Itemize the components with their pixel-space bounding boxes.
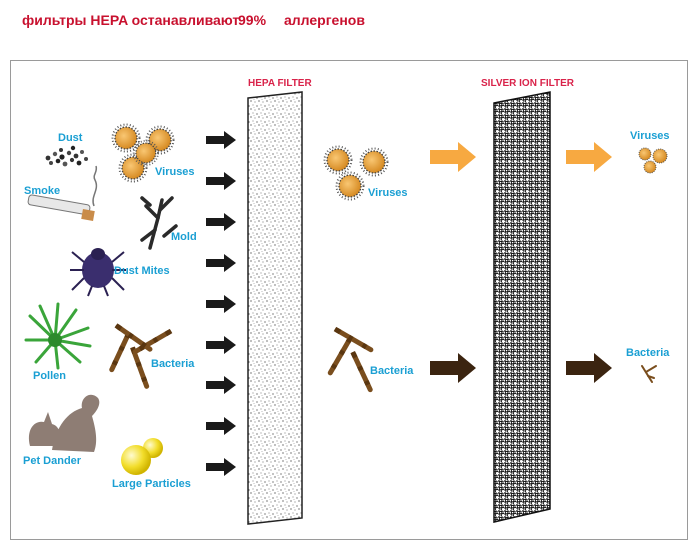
input-arrow [206, 254, 236, 272]
pollen-label: Pollen [33, 370, 67, 382]
orange-arrow-output [566, 142, 612, 172]
diagram-frame [10, 60, 688, 540]
bacteria-input-label: Bacteria [151, 358, 195, 370]
input-arrow [206, 295, 236, 313]
dust-mites-label: Dust Mites [114, 265, 170, 277]
dust-label: Dust [58, 132, 83, 144]
cigarette-icon [27, 165, 98, 221]
viruses-output-icon [638, 147, 668, 174]
hepa-filter-panel [247, 91, 303, 525]
input-arrow [206, 172, 236, 190]
input-arrow [206, 376, 236, 394]
bacteria-input-icon [108, 323, 173, 390]
headline-text: фильтры HEPA останавливают [22, 12, 240, 28]
mold-label: Mold [171, 231, 197, 243]
bacteria-output-icon [641, 365, 657, 383]
input-arrow [206, 417, 236, 435]
bacteria-middle-label: Bacteria [370, 365, 414, 377]
brown-arrow-middle [430, 353, 476, 383]
mold-icon [140, 196, 178, 250]
input-arrow [206, 213, 236, 231]
pet-dander-label: Pet Dander [23, 455, 82, 467]
hepa-filter-title: HEPA FILTER [248, 78, 312, 89]
silver-ion-filter-panel [493, 91, 551, 523]
smoke-label: Smoke [24, 185, 61, 197]
viruses-input-label: Viruses [155, 166, 195, 178]
dust-mite-icon [70, 248, 126, 297]
bacteria-middle-icon [326, 326, 375, 393]
brown-arrow-output [566, 353, 612, 383]
large-particles-label: Large Particles [112, 478, 191, 490]
input-arrow [206, 131, 236, 149]
large-particles-icon [121, 438, 163, 475]
viruses-output-label: Viruses [630, 130, 670, 142]
input-arrow [206, 336, 236, 354]
silver-ion-filter-title: SILVER ION FILTER [481, 78, 574, 89]
viruses-middle-label: Viruses [368, 187, 408, 199]
headline-tail: аллергенов [284, 12, 365, 28]
pet-dander-icon [28, 394, 100, 452]
dust-icon [45, 145, 88, 167]
headline-percent: 99% [238, 12, 267, 28]
orange-arrow-middle [430, 142, 476, 172]
input-arrow [206, 458, 236, 476]
bacteria-output-label: Bacteria [626, 347, 670, 359]
pollen-icon [24, 302, 92, 370]
